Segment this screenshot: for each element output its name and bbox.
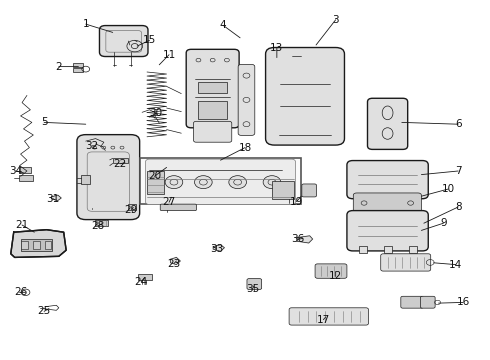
Polygon shape (11, 230, 66, 257)
Text: 9: 9 (440, 218, 447, 228)
Circle shape (263, 176, 281, 189)
FancyBboxPatch shape (238, 64, 255, 135)
Bar (73, 63, 83, 67)
Text: 25: 25 (37, 306, 51, 316)
FancyBboxPatch shape (186, 49, 239, 128)
Text: 20: 20 (148, 171, 161, 181)
Text: 34: 34 (9, 166, 23, 176)
Circle shape (165, 176, 183, 189)
Text: 27: 27 (162, 197, 176, 207)
Bar (147, 171, 164, 194)
Bar (19, 167, 31, 173)
FancyBboxPatch shape (347, 211, 428, 251)
Text: 1: 1 (82, 19, 89, 29)
Bar (272, 181, 294, 199)
Text: 24: 24 (134, 276, 148, 287)
Bar (409, 246, 416, 253)
Bar (21, 239, 52, 251)
FancyBboxPatch shape (368, 98, 408, 149)
Text: 8: 8 (455, 202, 462, 212)
Text: 15: 15 (143, 35, 156, 45)
Text: 11: 11 (162, 50, 176, 60)
FancyBboxPatch shape (160, 204, 196, 211)
FancyBboxPatch shape (347, 161, 428, 199)
Text: 4: 4 (220, 20, 226, 30)
Text: 10: 10 (442, 184, 455, 194)
FancyBboxPatch shape (401, 296, 423, 308)
FancyBboxPatch shape (289, 308, 368, 325)
FancyBboxPatch shape (381, 254, 431, 271)
Text: 7: 7 (455, 166, 462, 176)
Polygon shape (297, 236, 313, 243)
Circle shape (229, 176, 246, 189)
FancyBboxPatch shape (194, 121, 232, 142)
Text: 5: 5 (41, 117, 48, 127)
Text: 3: 3 (332, 15, 339, 25)
FancyBboxPatch shape (146, 159, 295, 204)
Text: 17: 17 (317, 315, 330, 325)
Text: 16: 16 (456, 297, 470, 307)
Bar (128, 204, 136, 210)
Bar (140, 158, 301, 204)
Circle shape (195, 176, 212, 189)
Bar (113, 158, 128, 163)
Text: 26: 26 (14, 287, 27, 297)
Text: 23: 23 (167, 258, 181, 269)
Bar (359, 246, 367, 253)
Text: 19: 19 (290, 197, 303, 207)
FancyBboxPatch shape (302, 184, 317, 197)
FancyBboxPatch shape (247, 279, 262, 289)
FancyBboxPatch shape (315, 264, 347, 278)
Bar (198, 101, 227, 119)
Bar (19, 175, 33, 181)
Text: 28: 28 (91, 221, 105, 231)
Bar (33, 241, 40, 249)
Text: 21: 21 (15, 220, 29, 230)
Text: 2: 2 (55, 62, 62, 72)
FancyBboxPatch shape (99, 26, 148, 57)
Text: 33: 33 (210, 244, 223, 254)
Bar (198, 82, 227, 93)
Bar (21, 241, 28, 249)
FancyBboxPatch shape (420, 296, 435, 308)
Text: 32: 32 (85, 141, 99, 151)
Text: 12: 12 (329, 271, 343, 282)
Polygon shape (171, 257, 180, 265)
Text: 22: 22 (113, 159, 127, 169)
Text: 36: 36 (291, 234, 305, 244)
Text: 30: 30 (149, 108, 162, 118)
FancyBboxPatch shape (77, 135, 140, 220)
Bar (45, 241, 51, 249)
Text: 18: 18 (238, 143, 252, 153)
Text: 35: 35 (245, 284, 259, 294)
Text: 31: 31 (46, 194, 60, 204)
Bar (384, 246, 392, 253)
Text: 13: 13 (270, 42, 284, 53)
Polygon shape (213, 245, 224, 251)
FancyBboxPatch shape (266, 48, 344, 145)
Bar (81, 175, 90, 184)
Text: 6: 6 (455, 119, 462, 129)
FancyBboxPatch shape (353, 193, 421, 213)
Bar (95, 220, 108, 226)
Bar (73, 68, 83, 72)
Text: 29: 29 (124, 204, 138, 215)
Polygon shape (51, 195, 61, 201)
Bar (138, 274, 152, 280)
Text: 14: 14 (449, 260, 463, 270)
